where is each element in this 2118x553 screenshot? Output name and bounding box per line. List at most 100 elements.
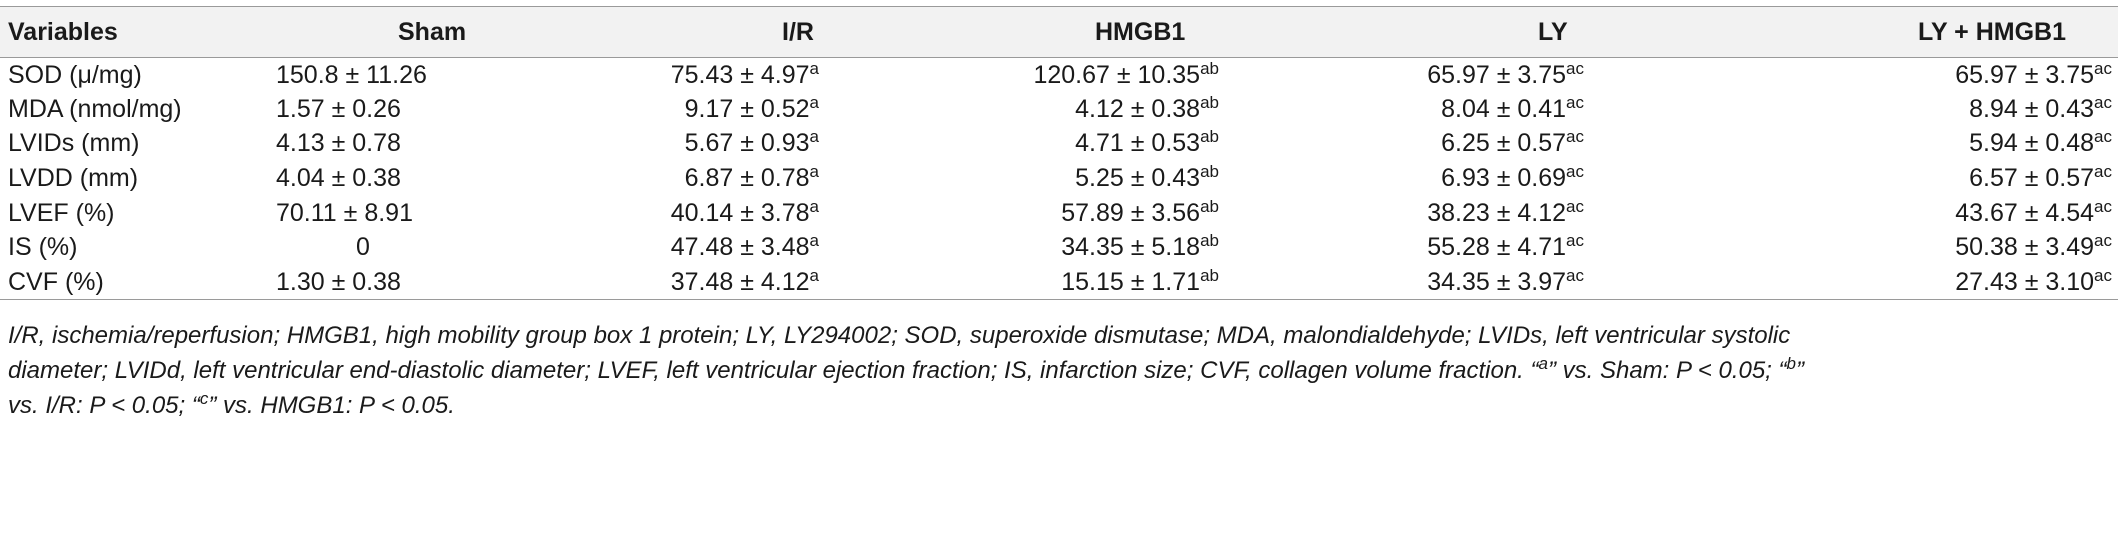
cell-value: 9.17 ± 0.52 [684, 94, 810, 123]
significance-marker: ac [1566, 127, 1584, 147]
header-variables: Variables [8, 17, 118, 46]
table-row: MDA (nmol/mg) 1.57 ± 0.26 9.17 ± 0.52a 4… [0, 92, 2118, 127]
significance-marker: a [809, 231, 819, 251]
cell-value: 70.11 ± 8.91 [276, 198, 413, 227]
cell-sham: 4.13 ± 0.78 [230, 127, 490, 162]
footnote-marker-b: b [1786, 354, 1796, 374]
significance-marker: ac [2094, 196, 2112, 216]
cell-ly-hmgb1: 50.38 ± 3.49ac [1590, 230, 2118, 265]
significance-marker: a [809, 162, 819, 182]
cell-value: 4.04 ± 0.38 [276, 164, 401, 193]
cell-ly-hmgb1: 65.97 ± 3.75ac [1590, 58, 2118, 93]
significance-marker: ac [2094, 162, 2112, 182]
cell-value: 6.57 ± 0.57 [1969, 164, 2095, 193]
cell-sham: 150.8 ± 11.26 [230, 58, 490, 93]
footnote-marker-c: c [199, 389, 209, 409]
cell-value: 37.48 ± 4.12 [670, 267, 810, 296]
cell-hmgb1: 5.25 ± 0.43ab [825, 161, 1225, 196]
cell-sham: 70.11 ± 8.91 [230, 196, 490, 231]
header-ir: I/R [782, 17, 814, 46]
significance-marker: ab [1200, 58, 1219, 78]
cell-hmgb1: 57.89 ± 3.56ab [825, 196, 1225, 231]
significance-marker: a [809, 127, 819, 147]
cell-value: 65.97 ± 3.75 [1955, 60, 2095, 89]
cell-ly-hmgb1: 5.94 ± 0.48ac [1590, 127, 2118, 162]
header-ly-hmgb1: LY + HMGB1 [1918, 17, 2066, 46]
cell-value: 1.57 ± 0.26 [276, 94, 401, 123]
cell-ly-hmgb1: 8.94 ± 0.43ac [1590, 92, 2118, 127]
cell-value: 6.87 ± 0.78 [684, 164, 810, 193]
results-table: Variables Sham I/R HMGB1 LY LY + HMGB1 S… [0, 6, 2118, 300]
table-row: LVIDs (mm) 4.13 ± 0.78 5.67 ± 0.93a 4.71… [0, 127, 2118, 162]
cell-value: 43.67 ± 4.54 [1955, 198, 2095, 227]
cell-ly: 65.97 ± 3.75ac [1225, 58, 1590, 93]
cell-ir: 40.14 ± 3.78a [490, 196, 825, 231]
cell-ir: 9.17 ± 0.52a [490, 92, 825, 127]
cell-ir: 75.43 ± 4.97a [490, 58, 825, 93]
header-sham: Sham [398, 17, 467, 46]
cell-value: 40.14 ± 3.78 [670, 198, 810, 227]
cell-ir: 37.48 ± 4.12a [490, 265, 825, 300]
cell-ly: 55.28 ± 4.71ac [1225, 230, 1590, 265]
table-footnote: I/R, ischemia/reperfusion; HMGB1, high m… [0, 318, 2098, 423]
header-ly: LY [1538, 17, 1568, 46]
significance-marker: ac [1566, 58, 1584, 78]
footnote-marker-a: a [1538, 354, 1548, 374]
cell-value: 6.25 ± 0.57 [1441, 129, 1567, 158]
cell-ir: 47.48 ± 3.48a [490, 230, 825, 265]
significance-marker: ab [1200, 265, 1219, 285]
cell-variable: IS (%) [8, 233, 78, 262]
table-body: SOD (μ/mg) 150.8 ± 11.26 75.43 ± 4.97a 1… [0, 58, 2118, 300]
footnote-line-2: diameter; LVIDd, left ventricular end-di… [8, 354, 1804, 385]
significance-marker: ac [2094, 92, 2112, 112]
footnote-text: diameter; LVIDd, left ventricular end-di… [8, 357, 1539, 385]
cell-sham: 4.04 ± 0.38 [230, 161, 490, 196]
cell-sham: 0 [230, 230, 490, 265]
cell-value: 8.04 ± 0.41 [1441, 94, 1567, 123]
cell-value: 27.43 ± 3.10 [1955, 267, 2095, 296]
cell-value: 57.89 ± 3.56 [1061, 198, 1201, 227]
significance-marker: ab [1200, 92, 1219, 112]
cell-value: 4.12 ± 0.38 [1075, 94, 1201, 123]
cell-ly-hmgb1: 43.67 ± 4.54ac [1590, 196, 2118, 231]
significance-marker: ac [2094, 265, 2112, 285]
significance-marker: ac [1566, 265, 1584, 285]
cell-value: 34.35 ± 3.97 [1427, 267, 1567, 296]
footnote-text: vs. I/R: P < 0.05; “ [8, 392, 200, 420]
significance-marker: ac [2094, 127, 2112, 147]
significance-marker: ab [1200, 162, 1219, 182]
significance-marker: a [809, 196, 819, 216]
cell-value: 4.13 ± 0.78 [276, 129, 401, 158]
table-row: IS (%) 0 47.48 ± 3.48a 34.35 ± 5.18ab 55… [0, 230, 2118, 265]
significance-marker: ab [1200, 196, 1219, 216]
table-row: CVF (%) 1.30 ± 0.38 37.48 ± 4.12a 15.15 … [0, 265, 2118, 300]
cell-ly-hmgb1: 6.57 ± 0.57ac [1590, 161, 2118, 196]
significance-marker: ac [1566, 231, 1584, 251]
cell-value: 34.35 ± 5.18 [1061, 233, 1201, 262]
footnote-text: ” [1795, 357, 1804, 385]
table-row: LVDD (mm) 4.04 ± 0.38 6.87 ± 0.78a 5.25 … [0, 161, 2118, 196]
cell-variable: LVEF (%) [8, 198, 115, 227]
cell-value: 0 [356, 233, 370, 262]
table-header-row: Variables Sham I/R HMGB1 LY LY + HMGB1 [0, 6, 2118, 58]
cell-ly: 6.93 ± 0.69ac [1225, 161, 1590, 196]
cell-ly: 38.23 ± 4.12ac [1225, 196, 1590, 231]
significance-marker: a [809, 58, 819, 78]
cell-ly-hmgb1: 27.43 ± 3.10ac [1590, 265, 2118, 300]
footnote-line-3: vs. I/R: P < 0.05; “c” vs. HMGB1: P < 0.… [8, 389, 455, 420]
cell-variable: SOD (μ/mg) [8, 60, 142, 89]
footnote-line-1: I/R, ischemia/reperfusion; HMGB1, high m… [8, 322, 1791, 350]
significance-marker: ac [1566, 196, 1584, 216]
cell-hmgb1: 120.67 ± 10.35ab [825, 58, 1225, 93]
cell-hmgb1: 15.15 ± 1.71ab [825, 265, 1225, 300]
significance-marker: a [809, 92, 819, 112]
cell-hmgb1: 34.35 ± 5.18ab [825, 230, 1225, 265]
cell-value: 50.38 ± 3.49 [1955, 233, 2095, 262]
cell-value: 5.67 ± 0.93 [684, 129, 810, 158]
cell-value: 5.25 ± 0.43 [1075, 164, 1201, 193]
cell-variable: LVDD (mm) [8, 164, 139, 193]
cell-value: 4.71 ± 0.53 [1075, 129, 1201, 158]
cell-value: 38.23 ± 4.12 [1427, 198, 1567, 227]
cell-sham: 1.57 ± 0.26 [230, 92, 490, 127]
results-table-container: Variables Sham I/R HMGB1 LY LY + HMGB1 S… [0, 6, 2118, 423]
